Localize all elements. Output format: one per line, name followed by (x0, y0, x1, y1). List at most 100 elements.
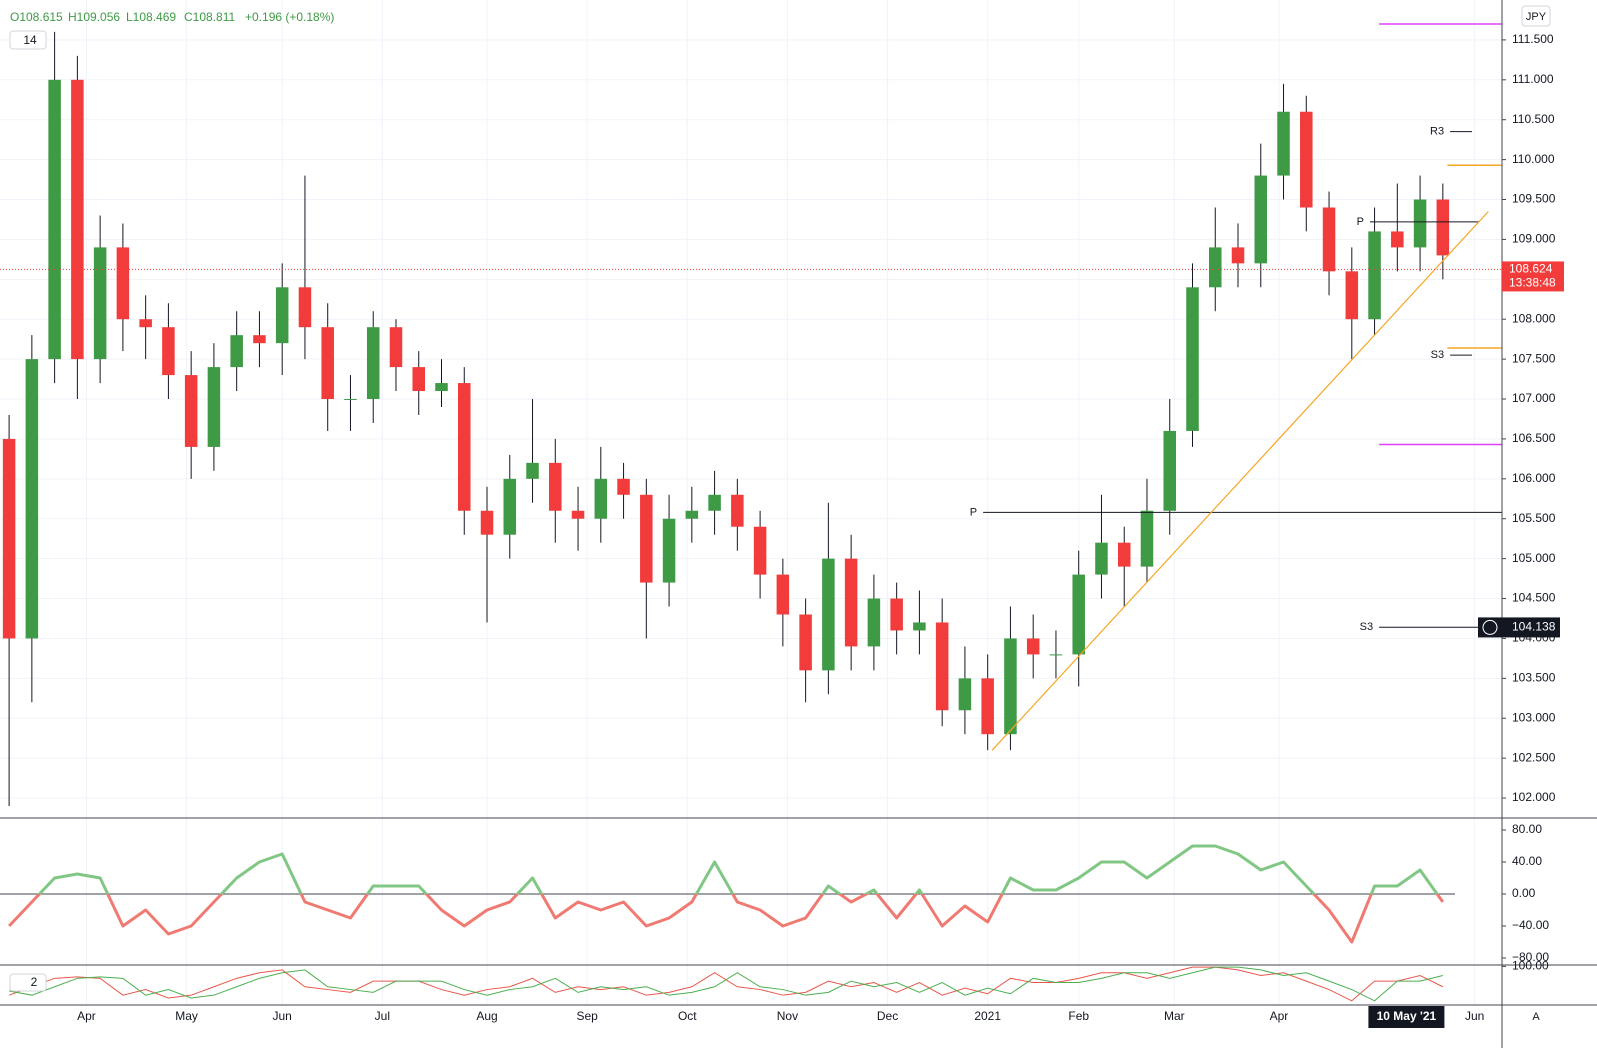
y-tick-label: 106.500 (1512, 431, 1556, 445)
candle-body (1026, 638, 1040, 655)
y-tick-label: 103.000 (1512, 710, 1556, 724)
candle-body (503, 478, 517, 535)
candle-body (844, 558, 858, 647)
indicator-line (9, 966, 1443, 1002)
candle-body (184, 375, 198, 447)
indicator-badge-label: 14 (23, 33, 37, 47)
candle-body (662, 518, 676, 583)
x-tick-label: Nov (777, 1009, 798, 1023)
candle-body (207, 367, 221, 447)
candle-body (1231, 247, 1245, 264)
pivot-label: S3 (1431, 349, 1444, 361)
y-tick-label: 108.000 (1512, 311, 1556, 325)
x-tick-label: May (175, 1009, 198, 1023)
y-tick-label: 100.00 (1512, 959, 1549, 973)
candle-body (1368, 231, 1381, 320)
candle-body (1140, 510, 1154, 567)
y-tick-label: −40.00 (1512, 918, 1549, 932)
candle-body (2, 438, 16, 639)
y-tick-label: 110.000 (1512, 152, 1555, 166)
candle-body (25, 359, 39, 639)
add-alert-button[interactable] (1482, 619, 1498, 635)
candle-body (640, 494, 653, 583)
y-tick-label: 107.500 (1512, 351, 1556, 365)
trend-line (991, 211, 1489, 751)
candle-body (344, 399, 357, 401)
y-tick-label: 102.000 (1512, 790, 1556, 804)
y-tick-label: 109.500 (1512, 192, 1556, 206)
candle-body (981, 678, 994, 735)
pivot-label: P (970, 506, 977, 518)
candle-body (731, 494, 744, 527)
x-tick-label: Jul (375, 1009, 390, 1023)
candle-body (230, 335, 243, 368)
cursor-price-label: 104.138 (1512, 620, 1556, 634)
candle-body (71, 79, 84, 360)
pivot-label: S3 (1360, 621, 1373, 633)
x-tick-label: Apr (1270, 1009, 1289, 1023)
candle-body (1049, 654, 1063, 656)
candle-body (1322, 207, 1336, 272)
candle-body (1004, 638, 1017, 735)
candle-body (298, 287, 312, 328)
y-tick-label: 106.000 (1512, 471, 1556, 485)
candle-body (275, 287, 289, 344)
x-tick-label: Apr (77, 1009, 96, 1023)
x-tick-label: Jun (273, 1009, 292, 1023)
candle-body (116, 247, 130, 320)
candle-body (162, 327, 175, 376)
cursor-price-tag (1478, 617, 1560, 638)
candle-body (890, 598, 903, 631)
pivot-label: P (1357, 216, 1364, 228)
auto-scale-button[interactable]: A (1532, 1011, 1540, 1023)
y-tick-label: 109.000 (1512, 232, 1556, 246)
countdown-label: 13:38:48 (1509, 276, 1556, 290)
candle-body (389, 327, 403, 368)
y-tick-label: 40.00 (1512, 854, 1542, 868)
candle-body (1391, 231, 1404, 248)
candle-body (1277, 111, 1290, 176)
candle-body (776, 574, 790, 615)
candle-body (958, 678, 972, 711)
y-tick-label: 0.00 (1512, 886, 1536, 900)
candle-body (594, 478, 608, 519)
candle-body (708, 494, 721, 511)
candle-body (93, 247, 107, 360)
y-tick-label: 104.500 (1512, 591, 1556, 605)
candle-body (1345, 271, 1359, 320)
last-price-tag (1502, 261, 1564, 292)
candle-body (435, 383, 448, 392)
candle-body (1163, 430, 1176, 511)
ohlc-change: +0.196 (+0.18%) (245, 10, 334, 24)
candle-body (526, 462, 539, 479)
candle-body (1117, 542, 1131, 567)
y-tick-label: 105.000 (1512, 551, 1556, 565)
candle-body (1095, 542, 1108, 575)
x-tick-label: Mar (1164, 1009, 1185, 1023)
x-tick-label: Dec (877, 1009, 898, 1023)
currency-badge[interactable] (1521, 5, 1551, 27)
y-tick-label: 103.500 (1512, 671, 1556, 685)
indicator-badge[interactable] (9, 973, 47, 992)
ohlc-high: H109.056 (68, 10, 120, 24)
pivot-label: R3 (1430, 126, 1444, 138)
crosshair-date-box (1368, 1006, 1445, 1028)
candle-body (617, 478, 630, 495)
candle-body (571, 510, 585, 519)
candle-body (1072, 574, 1085, 655)
indicator-badge[interactable] (9, 30, 47, 50)
candle-body (867, 598, 881, 647)
y-tick-label: −80.00 (1512, 950, 1549, 964)
candle-body (457, 383, 471, 511)
candle-body (1208, 247, 1222, 288)
candle-body (480, 510, 494, 535)
candle-body (321, 327, 334, 400)
currency-label: JPY (1526, 11, 1547, 23)
candle-body (1186, 287, 1199, 431)
candle-body (685, 510, 699, 519)
x-tick-label: Feb (1068, 1009, 1089, 1023)
plot: P S3 R3 P S3 (0, 23, 1502, 1002)
ohlc-low: L108.469 (126, 10, 176, 24)
y-tick-label: 111.500 (1512, 32, 1554, 46)
